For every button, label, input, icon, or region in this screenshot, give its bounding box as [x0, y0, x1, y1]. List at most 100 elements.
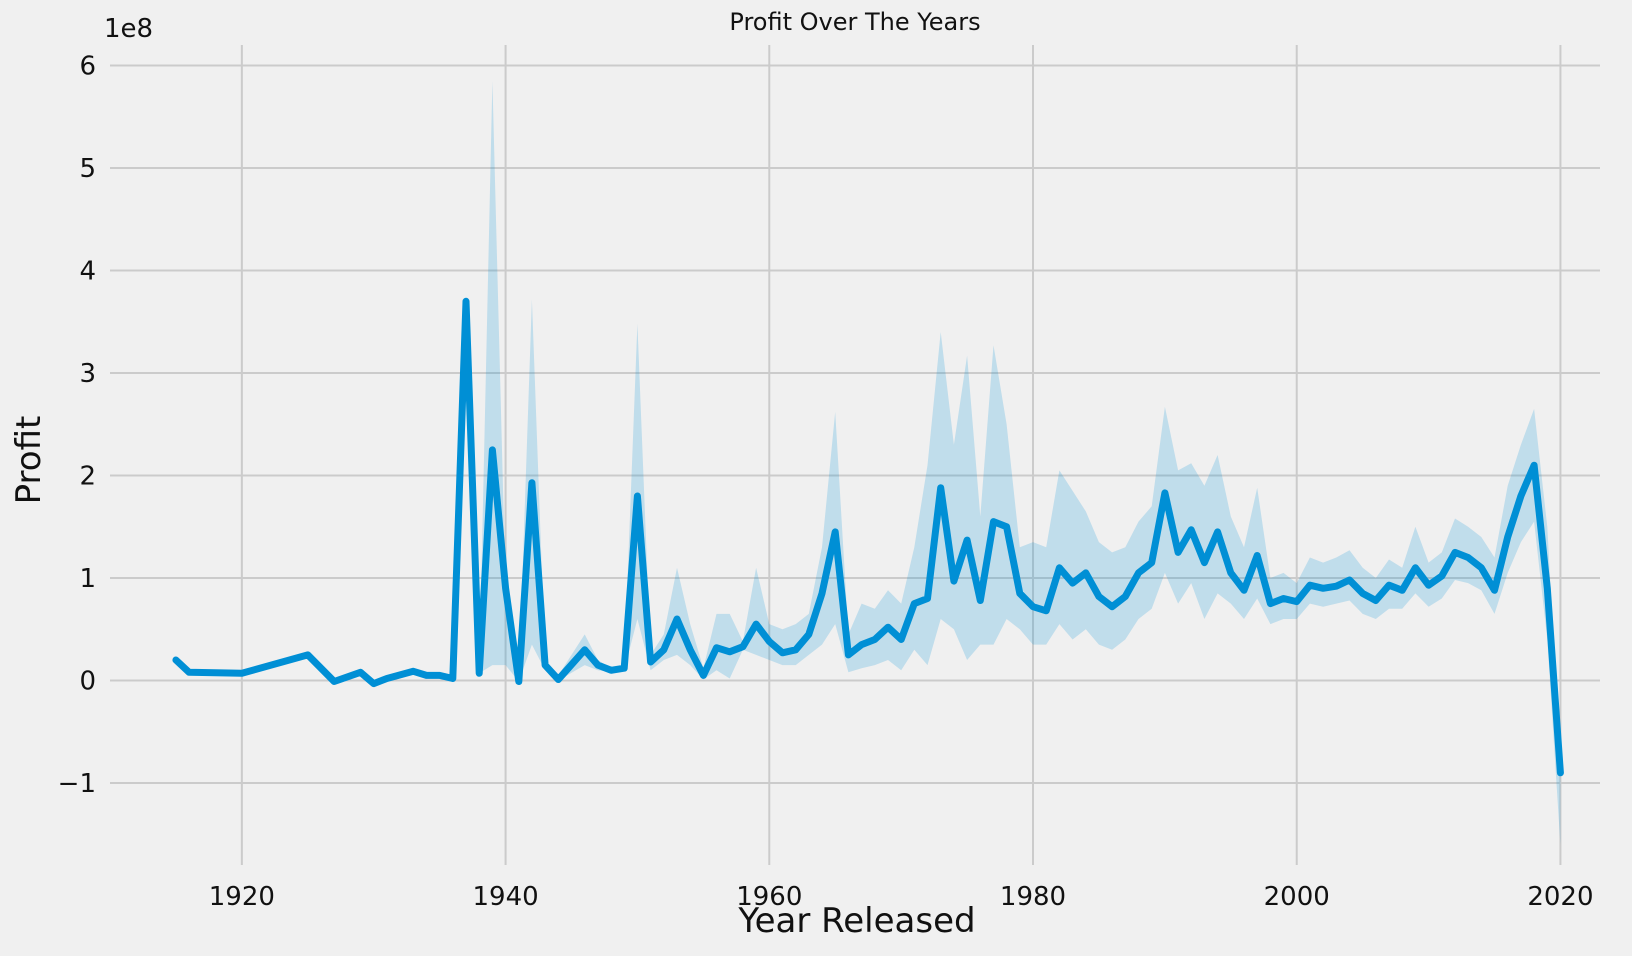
data-point	[423, 672, 429, 678]
data-point	[1188, 527, 1194, 533]
data-point	[977, 598, 983, 604]
data-point	[1070, 580, 1076, 586]
data-point	[621, 665, 627, 671]
data-point	[358, 669, 364, 675]
data-point	[951, 578, 957, 584]
data-point	[489, 447, 495, 453]
x-tick-label: 1960	[736, 882, 802, 912]
data-point	[1386, 582, 1392, 588]
data-point	[1399, 587, 1405, 593]
series-line	[172, 297, 1564, 777]
y-tick-label: 0	[79, 667, 96, 697]
data-point	[463, 298, 469, 304]
x-tick-label: 1920	[209, 882, 275, 912]
data-point	[1267, 601, 1273, 607]
data-point	[1478, 565, 1484, 571]
data-point	[1531, 462, 1537, 468]
data-point	[1175, 549, 1181, 555]
data-point	[766, 639, 772, 645]
x-tick-label: 1940	[472, 882, 538, 912]
data-point	[1281, 596, 1287, 602]
data-point	[1043, 608, 1049, 614]
data-point	[331, 679, 337, 685]
y-tick-label: 4	[79, 257, 96, 287]
data-point	[1518, 493, 1524, 499]
data-point	[964, 537, 970, 543]
data-point	[1096, 593, 1102, 599]
data-point	[1373, 598, 1379, 604]
data-point	[1149, 560, 1155, 566]
data-point	[727, 649, 733, 655]
data-point	[634, 493, 640, 499]
data-point	[911, 601, 917, 607]
y-tick-label: 1	[79, 564, 96, 594]
data-point	[938, 485, 944, 491]
grid	[110, 45, 1600, 865]
data-point	[1135, 570, 1141, 576]
data-point	[648, 659, 654, 665]
data-point	[1452, 549, 1458, 555]
data-point	[1017, 590, 1023, 596]
data-point	[806, 631, 812, 637]
data-point	[1215, 529, 1221, 535]
data-point	[1004, 524, 1010, 530]
data-point	[819, 590, 825, 596]
data-point	[1346, 577, 1352, 583]
data-point	[1294, 599, 1300, 605]
data-point	[740, 644, 746, 650]
x-tick-label: 1980	[1000, 882, 1066, 912]
data-point	[529, 480, 535, 486]
data-point	[1228, 570, 1234, 576]
data-point	[503, 585, 509, 591]
data-point	[674, 616, 680, 622]
data-point	[1162, 490, 1168, 496]
data-point	[793, 647, 799, 653]
data-point	[437, 672, 443, 678]
data-point	[1465, 555, 1471, 561]
data-point	[714, 645, 720, 651]
data-point	[1439, 573, 1445, 579]
data-point	[516, 679, 522, 685]
tick-labels: 1920 1940 1960 1980 2000 2020 −1 0 1 2 3 4 5 6	[58, 52, 1594, 913]
data-point	[608, 667, 614, 673]
data-point	[1557, 770, 1563, 776]
y-tick-label: 6	[79, 52, 96, 82]
data-point	[1307, 582, 1313, 588]
x-axis-label: Year Released	[737, 901, 975, 941]
data-point	[1412, 565, 1418, 571]
data-point	[832, 529, 838, 535]
data-point	[990, 519, 996, 525]
data-point	[898, 637, 904, 643]
data-point	[173, 657, 179, 663]
data-point	[1109, 604, 1115, 610]
data-point	[450, 675, 456, 681]
x-tick-label: 2020	[1527, 882, 1593, 912]
data-point	[753, 621, 759, 627]
data-point	[1544, 585, 1550, 591]
data-point	[700, 672, 706, 678]
data-point	[305, 652, 311, 658]
data-point	[1241, 587, 1247, 593]
data-point	[476, 670, 482, 676]
y-offset-label: 1e8	[104, 14, 153, 44]
data-point	[872, 637, 878, 643]
data-point	[1320, 585, 1326, 591]
data-point	[1333, 583, 1339, 589]
data-point	[661, 647, 667, 653]
data-point	[582, 647, 588, 653]
data-point	[1360, 590, 1366, 596]
data-point	[1426, 582, 1432, 588]
confidence-band-layer	[175, 80, 1561, 845]
data-point	[542, 662, 548, 668]
data-point	[687, 647, 693, 653]
data-point	[1254, 552, 1260, 558]
data-point	[239, 670, 245, 676]
x-tick-label: 2000	[1264, 882, 1330, 912]
data-point	[1056, 565, 1062, 571]
series-line-layer	[172, 297, 1564, 777]
data-point	[859, 642, 865, 648]
data-point	[1122, 593, 1128, 599]
data-point	[384, 675, 390, 681]
y-tick-label: 3	[79, 359, 96, 389]
